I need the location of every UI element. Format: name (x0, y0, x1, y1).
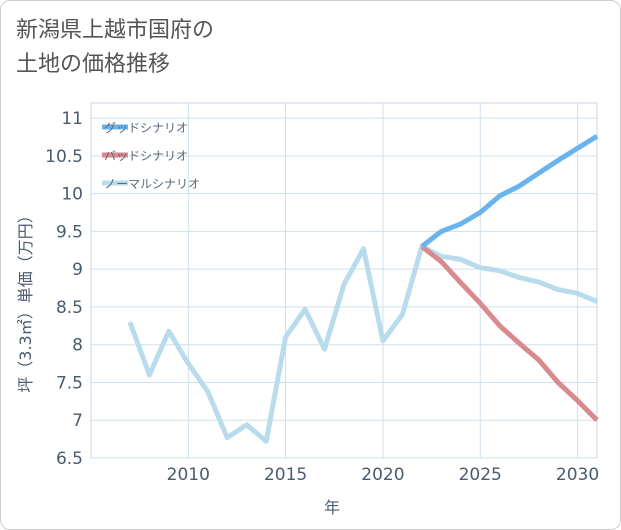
x-tick-label: 2030 (556, 465, 599, 485)
x-axis-title: 年 (324, 498, 340, 517)
legend-label-2: ノーマルシナリオ (104, 177, 200, 191)
y-tick-label: 8.5 (56, 298, 83, 318)
y-tick-label: 9.5 (56, 222, 83, 242)
series-line-1 (420, 244, 599, 422)
series-lines (127, 134, 599, 444)
y-tick-label: 7 (72, 411, 83, 431)
series-line-0 (420, 134, 599, 249)
y-axis-title: 坪（3.3㎡）単価（万円） (16, 207, 35, 392)
grid-lines (91, 103, 597, 459)
y-tick-label: 10 (61, 185, 83, 205)
y-tick-label: 10.5 (45, 147, 83, 167)
series-line-2 (127, 244, 598, 444)
y-tick-label: 7.5 (56, 373, 83, 393)
y-tick-label: 11 (61, 109, 83, 129)
x-tick-label: 2015 (264, 465, 307, 485)
legend-label-0: グッドシナリオ (104, 121, 188, 135)
x-tick-label: 2025 (459, 465, 502, 485)
legend-label-1: バッドシナリオ (104, 149, 188, 163)
x-tick-label: 2010 (167, 465, 210, 485)
chart-title: 新潟県上越市国府の 土地の価格推移 (16, 18, 215, 77)
x-tick-label: 2020 (361, 465, 404, 485)
y-tick-label: 6.5 (56, 449, 83, 469)
y-tick-label: 8 (72, 336, 83, 356)
axis-ticks: 6.5 7 7.5 8 8.5 9 9.5 10 10.5 11 2010 2015 2020 2025 2… (45, 109, 599, 485)
y-tick-label: 9 (72, 260, 83, 280)
